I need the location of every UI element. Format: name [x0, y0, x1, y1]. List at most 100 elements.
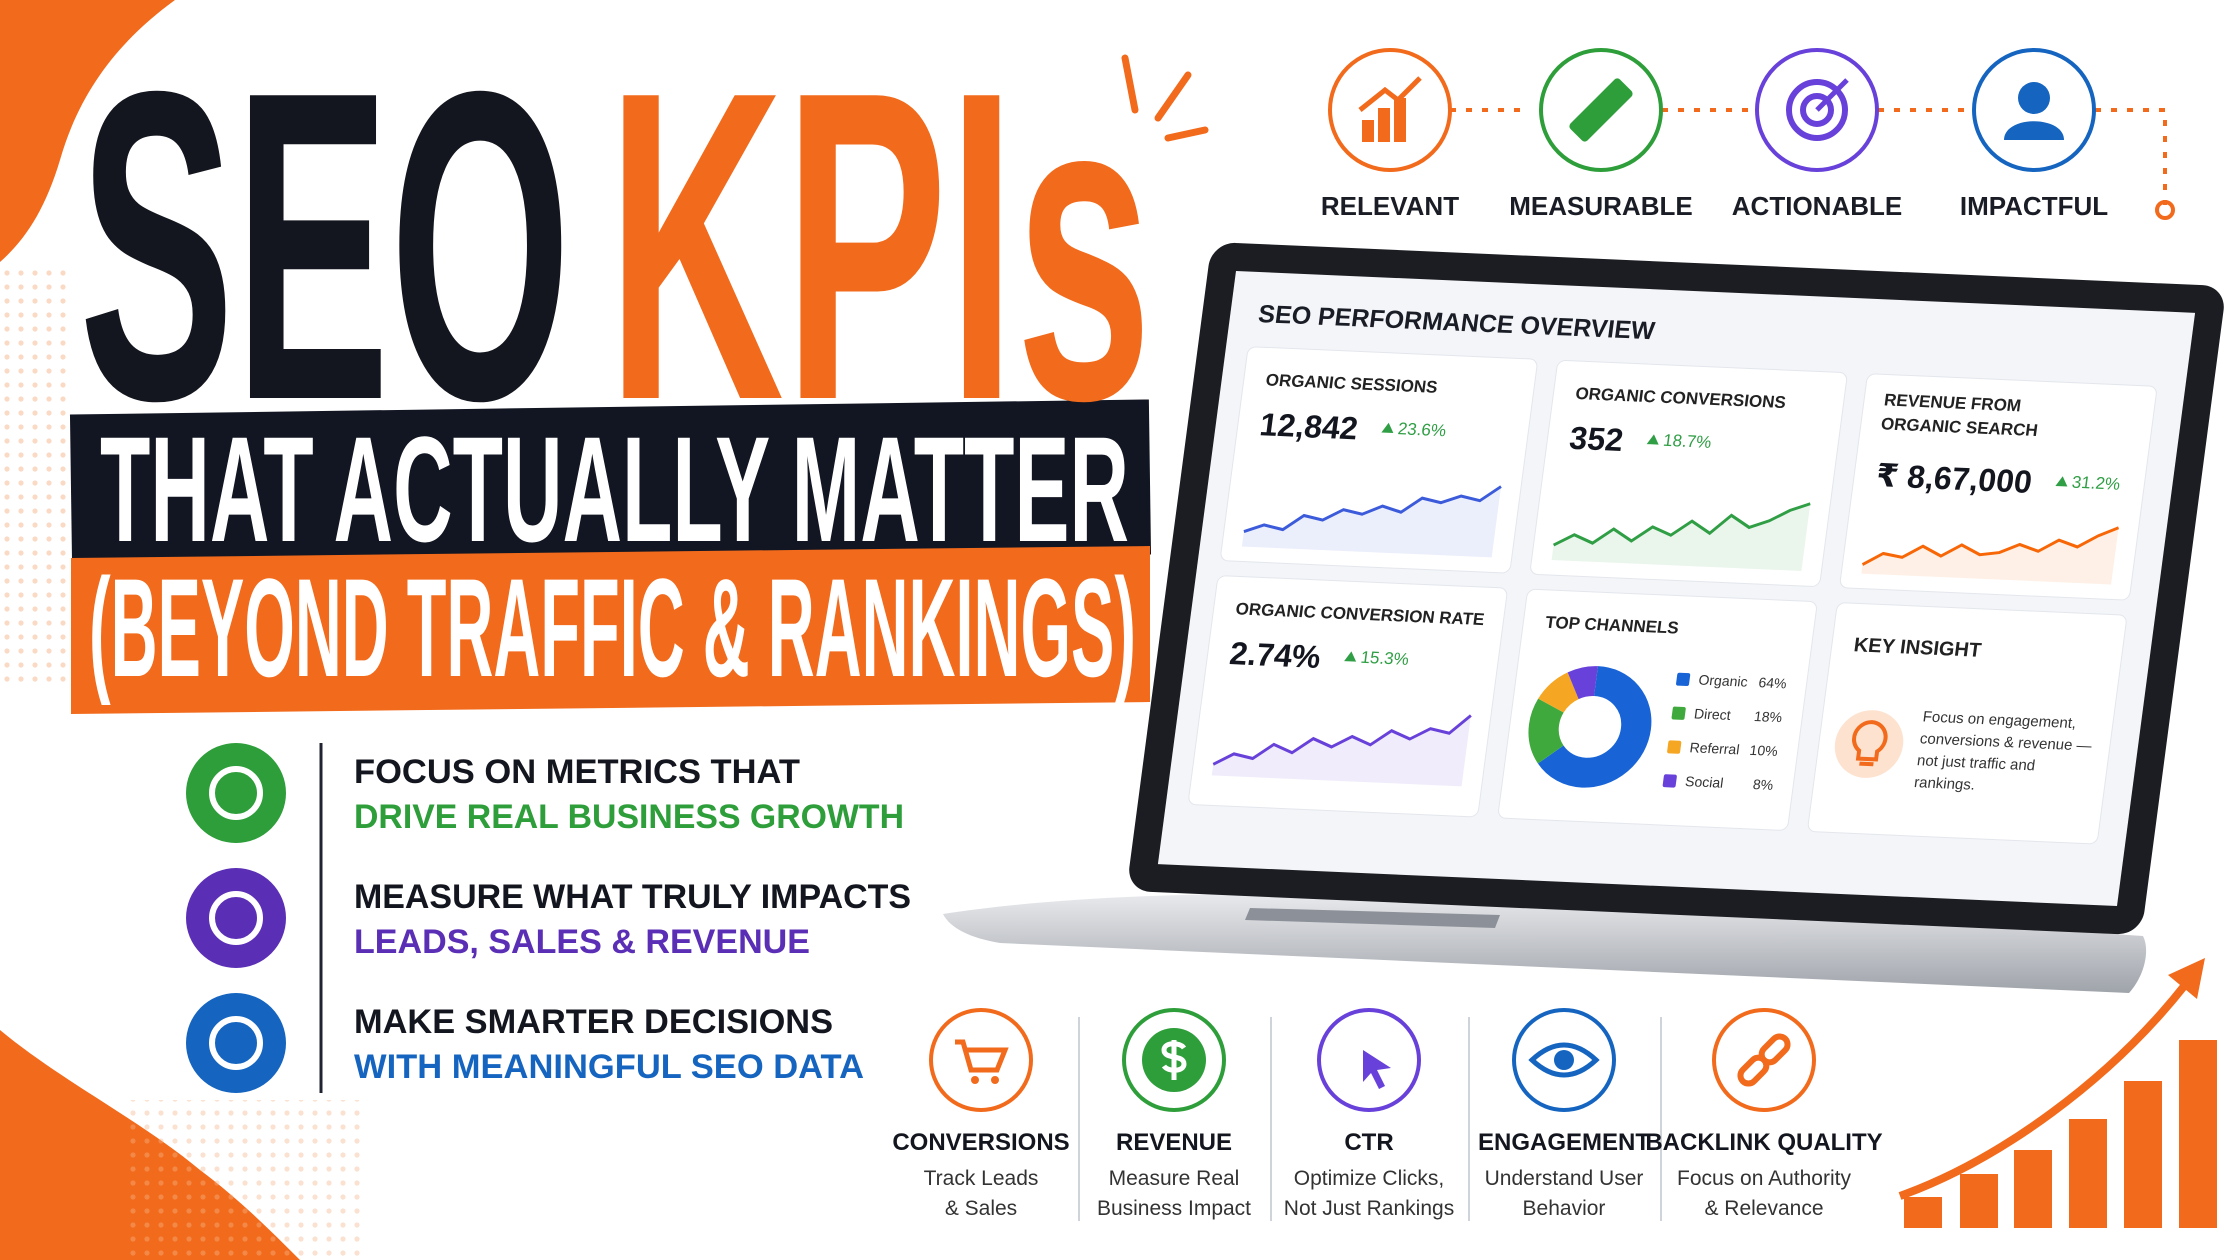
- kpi-desc: Business Impact: [1097, 1197, 1251, 1220]
- title-kpis: KPIs: [607, 1, 1152, 492]
- icon: [1142, 1028, 1206, 1092]
- bulb-bg: [1834, 710, 1904, 778]
- card-bg: [1188, 575, 1508, 818]
- sparkline: [1243, 485, 1502, 534]
- corner-shape: [0, 0, 175, 262]
- legend-value: 10%: [1749, 742, 1779, 759]
- card-value: 12,842: [1258, 406, 1360, 446]
- legend-swatch: [1667, 740, 1682, 754]
- benefit-icon: [186, 868, 286, 968]
- legend-name: Referral: [1689, 739, 1741, 757]
- icon-part: [1378, 108, 1390, 142]
- icon-part: [209, 766, 263, 820]
- kpi-desc: Not Just Rankings: [1284, 1197, 1454, 1220]
- icon-part: [1786, 79, 1848, 141]
- benefit-highlight: DRIVE REAL BUSINESS GROWTH: [354, 798, 904, 836]
- card: REVENUE FROM ORGANIC SEARCH ₹ 8,67,000 31.…: [1839, 373, 2157, 601]
- icon-part: [2018, 82, 2050, 114]
- legend-name: Direct: [1693, 705, 1732, 722]
- sparkline-area: [1241, 486, 1502, 558]
- up-arrow: [2055, 476, 2068, 487]
- icon-part: [209, 891, 263, 945]
- legend-name: Organic: [1698, 672, 1749, 690]
- card-label: REVENUE FROM ORGANIC SEARCH: [1879, 390, 2039, 441]
- growth-bars: [1904, 1040, 2217, 1228]
- insight-text: Focus on engagement, conversions & reven…: [1913, 708, 2093, 794]
- card-change: 23.6%: [1397, 419, 1448, 440]
- icon: [2004, 82, 2064, 140]
- card-label-box: REVENUE FROM ORGANIC SEARCH: [1879, 390, 2039, 441]
- card-bg: [1220, 346, 1538, 574]
- kpi-desc: Track Leads: [924, 1167, 1039, 1190]
- kpi-label: BACKLINK QUALITY: [1645, 1129, 1882, 1156]
- icon: [1569, 78, 1633, 142]
- title-banner: [69, 399, 1152, 570]
- sub-banner-text: (BEYOND TRAFFIC & RANKINGS): [89, 549, 1136, 706]
- legend-swatch: [1676, 672, 1691, 687]
- kpi-label: CTR: [1344, 1129, 1393, 1156]
- card-bg: [1839, 373, 2157, 601]
- benefit-line: FOCUS ON METRICS THAT: [354, 753, 800, 791]
- legend-value: 8%: [1752, 776, 1774, 793]
- card-change: 15.3%: [1359, 648, 1410, 669]
- icon: [1358, 76, 1422, 142]
- card-bg: [1530, 359, 1848, 587]
- kpi-label: REVENUE: [1116, 1129, 1232, 1156]
- title-seo: SEO: [79, 1, 571, 492]
- icon-part: [209, 1016, 263, 1070]
- kpi-desc: Measure Real: [1109, 1167, 1240, 1190]
- icon-part: [1358, 76, 1422, 112]
- icon-part: [1394, 98, 1406, 142]
- card-bg: [1807, 602, 2127, 845]
- benefit-icon: [186, 993, 286, 1093]
- bulb: [1852, 720, 1888, 767]
- benefit-highlight: LEADS, SALES & REVENUE: [354, 923, 810, 961]
- kpi-desc: Optimize Clicks,: [1294, 1167, 1445, 1190]
- principle-label: ACTIONABLE: [1732, 191, 1902, 221]
- icon-part: [1800, 93, 1834, 127]
- kpi-desc: Understand User: [1485, 1167, 1644, 1190]
- icon-part: [971, 1076, 979, 1084]
- kpi-label: CONVERSIONS: [892, 1129, 1069, 1156]
- kpi-label: ENGAGEMENT: [1478, 1129, 1650, 1156]
- legend-value: 64%: [1758, 674, 1788, 691]
- icon-part: [991, 1076, 999, 1084]
- icon: [1786, 78, 1849, 141]
- up-arrow: [1344, 651, 1357, 662]
- card-change: 31.2%: [2071, 473, 2122, 494]
- kpi-desc: & Relevance: [1704, 1197, 1823, 1220]
- card-value: 352: [1567, 420, 1625, 458]
- card-value: 2.74%: [1228, 635, 1323, 675]
- icon-part: [1554, 1050, 1574, 1070]
- growth-arrowhead: [2168, 958, 2205, 999]
- sparkline-area: [1551, 503, 1811, 571]
- principle-label: RELEVANT: [1321, 191, 1459, 221]
- benefit-line: MEASURE WHAT TRULY IMPACTS: [354, 878, 911, 916]
- dot-pattern: [130, 1100, 360, 1260]
- kpi-desc: Focus on Authority: [1677, 1167, 1851, 1190]
- icon: [955, 1039, 1009, 1084]
- principle-label: MEASURABLE: [1509, 191, 1692, 221]
- icon-part: [2004, 121, 2064, 140]
- sparkline-area: [1861, 527, 2119, 585]
- kpi-desc: Behavior: [1523, 1197, 1606, 1220]
- icon-part: [1569, 78, 1633, 142]
- card-value: ₹ 8,67,000: [1874, 457, 2034, 500]
- icon-part: [1528, 1042, 1600, 1078]
- benefit-line: MAKE SMARTER DECISIONS: [354, 1003, 833, 1041]
- icon: [1737, 1033, 1791, 1087]
- sparkline: [1553, 502, 1811, 547]
- icon-part: [1815, 78, 1849, 112]
- up-arrow: [1381, 422, 1394, 434]
- legend-swatch: [1671, 706, 1686, 720]
- legend-name: Social: [1684, 773, 1724, 791]
- donut-segment: [1528, 666, 1652, 788]
- icon-part: [1362, 120, 1374, 142]
- icon: [1528, 1042, 1600, 1078]
- kpi-desc: & Sales: [945, 1197, 1017, 1220]
